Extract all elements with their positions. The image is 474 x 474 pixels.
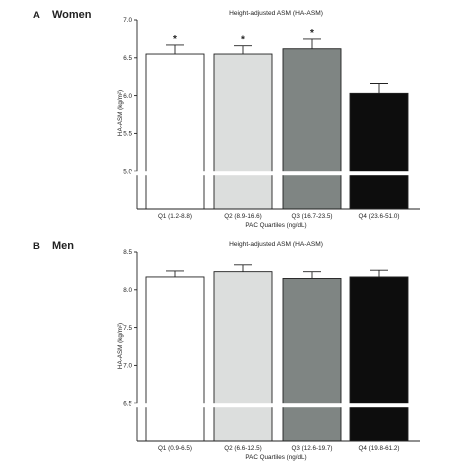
bar — [145, 53, 205, 210]
significance-marker: * — [173, 34, 177, 45]
axis-break-gap — [131, 403, 422, 408]
panel-letter: B — [33, 241, 40, 252]
panel-name: Men — [52, 240, 74, 252]
x-tick-label: Q3 (12.6-19.7) — [292, 445, 333, 452]
panel-men: B Men Height-adjusted ASM (HA-ASM) PAC Q… — [33, 240, 422, 461]
chart-title: Height-adjusted ASM (HA-ASM) — [229, 241, 323, 248]
panel-women: A Women Height-adjusted ASM (HA-ASM) PAC… — [33, 9, 422, 229]
y-tick-label: 7.5 — [123, 325, 132, 332]
bar — [213, 271, 273, 442]
x-tick-label: Q3 (16.7-23.5) — [292, 213, 333, 220]
significance-marker: * — [310, 28, 314, 39]
x-axis-title: PAC Quartiles (ng/dL) — [245, 454, 306, 461]
x-tick-label: Q1 (1.2-8.8) — [158, 213, 192, 220]
chart-title: Height-adjusted ASM (HA-ASM) — [229, 10, 323, 17]
x-tick-label: Q1 (0.9-6.5) — [158, 445, 192, 452]
y-tick-label: 8.0 — [123, 287, 132, 294]
x-axis-title: PAC Quartiles (ng/dL) — [245, 222, 306, 229]
y-tick-label: 6.5 — [123, 55, 132, 62]
panel-letter: A — [33, 10, 40, 21]
bar — [349, 276, 409, 442]
bar — [213, 53, 273, 210]
bar — [349, 92, 409, 210]
y-tick-label: 5.0 — [123, 168, 132, 175]
x-tick-label: Q4 (19.8-61.2) — [359, 445, 400, 452]
bar — [282, 48, 342, 210]
axis-break-gap — [131, 171, 422, 176]
y-tick-label: 7.0 — [123, 363, 132, 370]
bar — [282, 278, 342, 442]
x-tick-label: Q2 (6.6-12.5) — [224, 445, 261, 452]
y-tick-label: 5.5 — [123, 131, 132, 138]
bar — [145, 276, 205, 442]
y-tick-label: 6.5 — [123, 400, 132, 407]
x-tick-label: Q4 (23.6-51.0) — [359, 213, 400, 220]
y-axis-title: HA-ASM (kg/m²) — [117, 90, 124, 136]
y-tick-label: 8.5 — [123, 249, 132, 256]
y-axis-title: HA-ASM (kg/m²) — [117, 323, 124, 369]
significance-marker: * — [241, 35, 245, 46]
panel-name: Women — [52, 9, 92, 21]
y-tick-label: 6.0 — [123, 93, 132, 100]
x-tick-label: Q2 (8.9-16.6) — [224, 213, 261, 220]
y-tick-label: 7.0 — [123, 17, 132, 24]
